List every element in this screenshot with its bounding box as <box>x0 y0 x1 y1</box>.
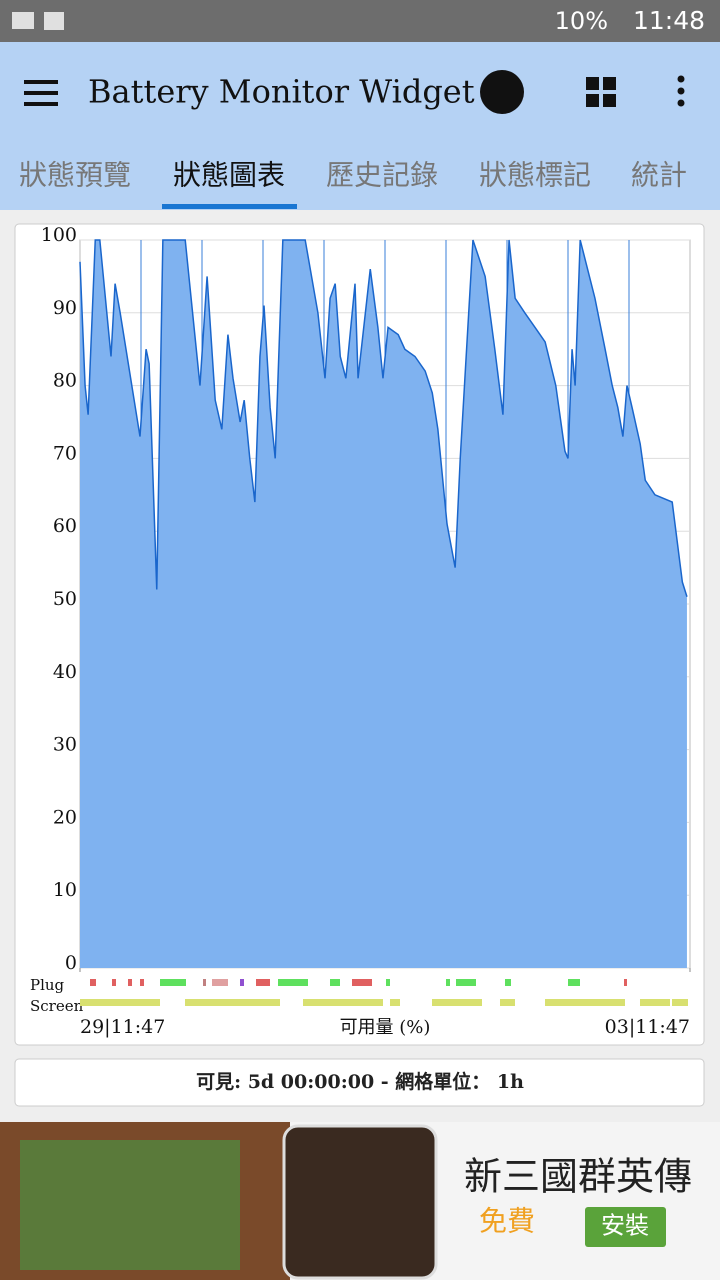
plug-event <box>278 979 308 986</box>
tab[interactable]: 狀態預覽 <box>19 159 131 192</box>
x-tick-label: 29|11:47 <box>80 1016 165 1038</box>
plug-event <box>112 979 116 986</box>
y-tick-label: 0 <box>65 952 77 974</box>
plug-event <box>256 979 270 986</box>
screen-event <box>500 999 515 1006</box>
y-tick-label: 70 <box>53 442 77 464</box>
plug-event <box>160 979 186 986</box>
screen-event <box>80 999 160 1006</box>
tab[interactable]: 狀態圖表 <box>173 159 285 192</box>
plug-event <box>240 979 244 986</box>
track-label: Screen <box>30 997 84 1015</box>
screen-event <box>640 999 670 1006</box>
screen-event <box>390 999 400 1006</box>
plug-event <box>90 979 96 986</box>
x-tick-label: 03|11:47 <box>605 1016 690 1038</box>
tab[interactable]: 歷史記錄 <box>326 159 438 192</box>
image-icon <box>44 12 64 30</box>
plug-event <box>203 979 206 986</box>
plug-event <box>140 979 144 986</box>
y-tick-label: 40 <box>53 661 77 683</box>
more-icon[interactable] <box>677 75 685 107</box>
grid-icon[interactable] <box>586 77 616 107</box>
plug-event <box>352 979 372 986</box>
screen-event <box>185 999 280 1006</box>
footer-card <box>14 1058 705 1107</box>
y-tick-label: 80 <box>53 370 77 392</box>
y-tick-label: 100 <box>41 224 77 246</box>
screen-event <box>672 999 688 1006</box>
plug-event <box>624 979 627 986</box>
menu-icon[interactable] <box>24 80 58 106</box>
battery-text: 10% <box>555 7 608 35</box>
app-bar <box>0 42 720 210</box>
tab[interactable]: 狀態標記 <box>479 159 591 192</box>
tab-indicator <box>162 204 297 209</box>
ad-title: 新三國群英傳 <box>464 1155 692 1199</box>
pie-icon[interactable] <box>480 70 524 114</box>
screen-event <box>545 999 625 1006</box>
y-tick-label: 20 <box>53 806 77 828</box>
ad-icon <box>282 1124 438 1280</box>
y-tick-label: 10 <box>53 879 77 901</box>
tab[interactable]: 統計 <box>631 159 687 192</box>
footer-text: 可見: 5d 00:00:00 - 網格單位： 1h <box>196 1070 524 1093</box>
plug-event <box>456 979 476 986</box>
ad-price: 免費 <box>479 1205 535 1238</box>
status-bar <box>0 0 720 42</box>
plug-event <box>386 979 390 986</box>
y-tick-label: 50 <box>53 588 77 610</box>
plug-event <box>568 979 580 986</box>
plug-event <box>446 979 450 986</box>
track-label: Plug <box>30 976 65 994</box>
mail-icon <box>12 12 34 29</box>
y-tick-label: 90 <box>53 297 77 319</box>
x-axis-label: 可用量 (%) <box>340 1017 431 1038</box>
line <box>79 239 688 597</box>
y-tick-label: 60 <box>53 515 77 537</box>
app-title: Battery Monitor Widget <box>88 73 475 111</box>
plug-event <box>330 979 340 986</box>
screen-event <box>432 999 482 1006</box>
y-tick-label: 30 <box>53 734 77 756</box>
ad-image-scene <box>20 1140 240 1270</box>
ad-install-button[interactable] <box>585 1207 666 1247</box>
ad-install-text: 安裝 <box>601 1212 649 1240</box>
screen-event <box>303 999 383 1006</box>
clock: 11:48 <box>633 6 705 35</box>
area <box>80 240 687 968</box>
plug-event <box>505 979 511 986</box>
plug-event <box>128 979 132 986</box>
screen-event <box>150 999 160 1006</box>
plug-event <box>212 979 228 986</box>
